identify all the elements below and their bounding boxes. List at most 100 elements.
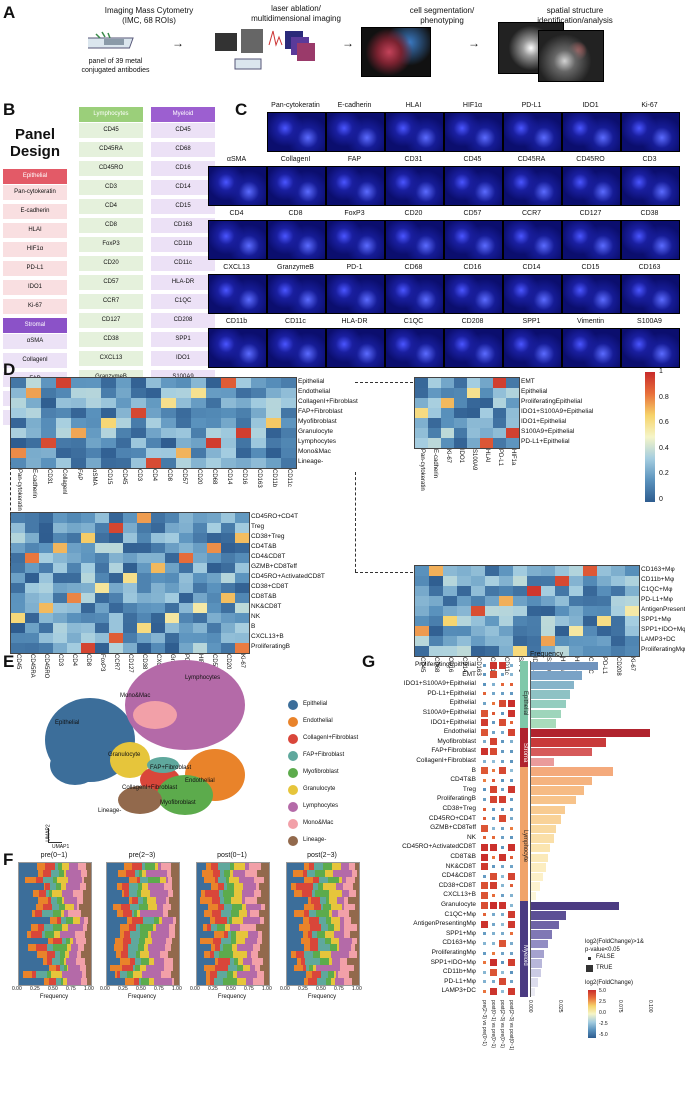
stacked-segment (262, 957, 269, 965)
heatmap-cell (527, 566, 541, 576)
heatmap-cell (67, 533, 81, 543)
heatmap-cell (26, 418, 41, 428)
x-axis-label: Frequency (217, 994, 247, 1000)
marker-image (385, 220, 444, 260)
heatmap-cell (39, 583, 53, 593)
stacked-segment (66, 957, 77, 965)
stacked-segment (317, 883, 324, 891)
heatmap-cell (26, 438, 41, 448)
heatmap-cell (26, 458, 41, 468)
stacked-segment (300, 937, 311, 945)
lymphocytes-marker: CD127 (78, 312, 144, 329)
heatmap-cell (53, 633, 67, 643)
heatmap-cell (137, 593, 151, 603)
fold-change-mark (491, 711, 495, 715)
heatmap-cell (206, 428, 221, 438)
stacked-segment (333, 971, 337, 979)
heatmap-cell (625, 596, 639, 606)
stacked-segment (304, 951, 314, 958)
row-label: CD45RO+CD4T (428, 814, 476, 822)
fold-change-mark (491, 701, 495, 705)
stacked-segment (19, 937, 49, 945)
stacked-segment (66, 883, 81, 891)
stacked-segment (64, 896, 77, 904)
stacked-segment (231, 896, 243, 904)
row-label: CollagenI+Fibroblast (298, 398, 358, 405)
row-label: SPP1+Mφ (641, 616, 672, 623)
legend-dot (288, 768, 298, 778)
heatmap-cell (221, 513, 235, 523)
col-label: CD11b (270, 469, 277, 488)
fold-change-mark (482, 663, 486, 667)
heatmap-cell (81, 523, 95, 533)
marker-label: CD68 (404, 264, 423, 271)
stacked-segment (19, 930, 28, 938)
epithelial-marker: IDO1 (2, 279, 68, 296)
stacked-segment (44, 930, 55, 938)
heatmap-cell (221, 643, 235, 653)
stacked-segment (107, 903, 114, 911)
stacked-segment (137, 883, 143, 891)
heatmap-cell (191, 438, 206, 448)
stacked-segment (66, 978, 82, 985)
heatmap-cell (131, 408, 146, 418)
stacked-segment (107, 937, 116, 945)
heatmap-cell (137, 613, 151, 623)
heatmap-cell (467, 438, 480, 448)
marker-label: FAP (347, 156, 362, 163)
heatmap-cell (81, 543, 95, 553)
heatmap-cell (11, 563, 25, 573)
heatmap-cell (165, 513, 179, 523)
heatmap-cell (555, 606, 569, 616)
frequency-bar (530, 911, 566, 920)
stacked-segment (136, 910, 141, 918)
legend-tick: 5.0 (599, 988, 606, 994)
umap-cluster-label: Lineage- (98, 808, 122, 814)
heatmap-cell (179, 623, 193, 633)
heatmap-cell (123, 593, 137, 603)
panel-design-title: Panel Design (9, 126, 60, 160)
heatmap-cell (499, 606, 513, 616)
col-label: HLAI (483, 449, 490, 463)
heatmap-cell (513, 576, 527, 586)
heatmap-cell (131, 458, 146, 468)
heatmap-cell (485, 596, 499, 606)
umap-cluster-label: Lymphocytes (185, 675, 221, 681)
marker-label: CCR7 (521, 210, 542, 217)
heatmap-cell (569, 606, 583, 616)
stacked-segment (56, 978, 62, 985)
stacked-segment (85, 883, 91, 891)
stacked-segment (312, 930, 318, 938)
fold-change-mark (480, 920, 488, 928)
stacked-segment (313, 951, 321, 958)
stacked-segment (19, 903, 37, 911)
stacked-segment (107, 883, 118, 891)
stacked-segment (313, 876, 320, 884)
lymphocytes-marker: CD45RO (78, 160, 144, 177)
heatmap-cell (236, 378, 251, 388)
heatmap-cell (39, 513, 53, 523)
heatmap-cell (131, 448, 146, 458)
stacked-segment (252, 957, 264, 965)
heatmap-cell (11, 543, 25, 553)
heatmap-cell (41, 448, 56, 458)
stacked-segment (140, 957, 150, 965)
row-label: Granulocyte (298, 428, 334, 435)
stacked-segment (141, 863, 146, 870)
stacked-segment (107, 930, 121, 938)
row-label: ProliferatingEpithelial (414, 661, 476, 668)
heatmap-cell (109, 623, 123, 633)
col-label: IDO1 (457, 449, 464, 464)
heatmap-cell (457, 576, 471, 586)
heatmap-cell (207, 633, 221, 643)
heatmap-cell (176, 458, 191, 468)
group-label: Myeloid (522, 945, 528, 966)
heatmap-cell (53, 513, 67, 523)
marker-image (621, 112, 680, 152)
stacked-segment (203, 964, 216, 972)
stacked-segment (344, 903, 356, 911)
stacked-segment (340, 924, 345, 931)
fold-change-mark (509, 836, 513, 840)
stacked-segment (70, 944, 79, 952)
heatmap-cell (454, 378, 467, 388)
